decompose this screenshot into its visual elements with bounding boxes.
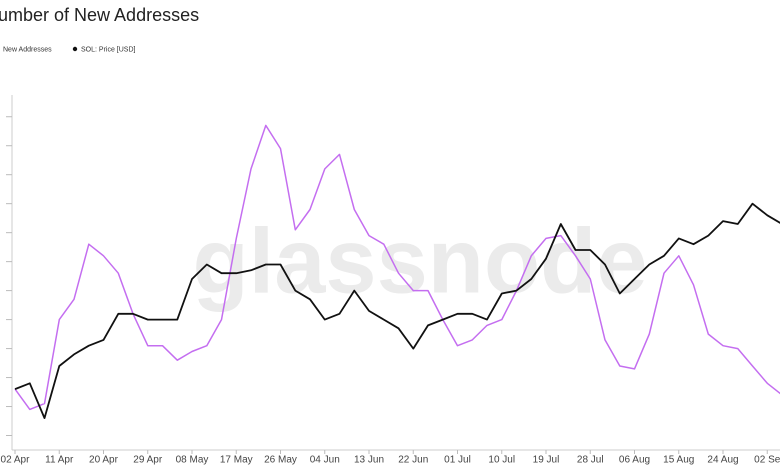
watermark: glassnode [192,210,647,312]
x-tick-label: 28 Jul [577,455,604,466]
x-tick-label: 17 May [220,455,253,466]
x-tick-label: 29 Apr [133,455,163,466]
x-tick-label: 22 Jun [398,455,428,466]
x-tick-label: 26 May [264,455,297,466]
x-tick-label: 01 Jul [444,455,471,466]
x-tick-label: 13 Jun [354,455,384,466]
x-tick-label: 08 May [176,455,209,466]
legend-marker [72,46,78,52]
x-tick-label: 11 Apr [45,455,74,466]
series-line [14,202,780,419]
x-tick-label: 20 Apr [89,455,119,466]
x-tick-label: 19 Jul [533,455,560,466]
x-tick-label: 02 Apr [1,455,31,466]
chart-title: umber of New Addresses [0,5,199,25]
series-line [14,124,780,411]
x-tick-label: 04 Jun [310,455,340,466]
legend-label: New Addresses [3,46,52,53]
x-tick-label: 06 Aug [619,455,650,466]
legend-label: SOL: Price [USD] [81,46,136,53]
x-tick-label: 24 Aug [707,455,738,466]
x-tick-label: 10 Jul [488,455,515,466]
x-tick-label: 02 Se [754,455,780,466]
x-tick-label: 15 Aug [663,455,694,466]
